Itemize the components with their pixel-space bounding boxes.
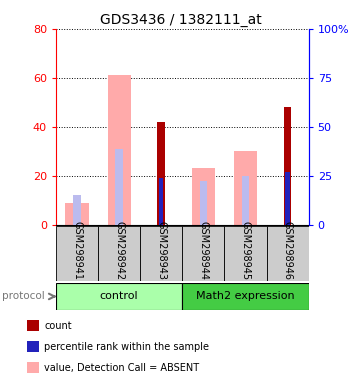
Text: GSM298944: GSM298944 [198, 221, 208, 280]
Text: Math2 expression: Math2 expression [196, 291, 295, 301]
Text: value, Detection Call = ABSENT: value, Detection Call = ABSENT [44, 363, 200, 373]
Bar [115, 149, 123, 225]
Bar [56, 283, 182, 310]
Bar [192, 168, 215, 225]
Text: control: control [100, 291, 138, 301]
Bar [159, 178, 163, 225]
Bar [65, 203, 88, 225]
Bar [234, 151, 257, 225]
Bar [73, 195, 81, 225]
Bar [266, 226, 309, 281]
Bar [242, 176, 249, 225]
Text: percentile rank within the sample: percentile rank within the sample [44, 342, 209, 352]
Bar [200, 180, 207, 225]
Text: GSM298942: GSM298942 [114, 221, 124, 280]
Bar [56, 226, 98, 281]
Bar [108, 75, 131, 225]
Bar [284, 107, 291, 225]
Text: protocol: protocol [2, 291, 44, 301]
Text: GSM298941: GSM298941 [72, 221, 82, 280]
Bar [182, 283, 309, 310]
Text: GDS3436 / 1382111_at: GDS3436 / 1382111_at [100, 13, 261, 27]
Text: GSM298945: GSM298945 [240, 221, 251, 280]
Bar [286, 172, 290, 225]
Bar [157, 122, 165, 225]
Text: count: count [44, 321, 72, 331]
Text: GSM298943: GSM298943 [156, 221, 166, 280]
Bar [225, 226, 266, 281]
Bar [98, 226, 140, 281]
Bar [182, 226, 225, 281]
Text: GSM298946: GSM298946 [283, 221, 293, 280]
Bar [140, 226, 182, 281]
